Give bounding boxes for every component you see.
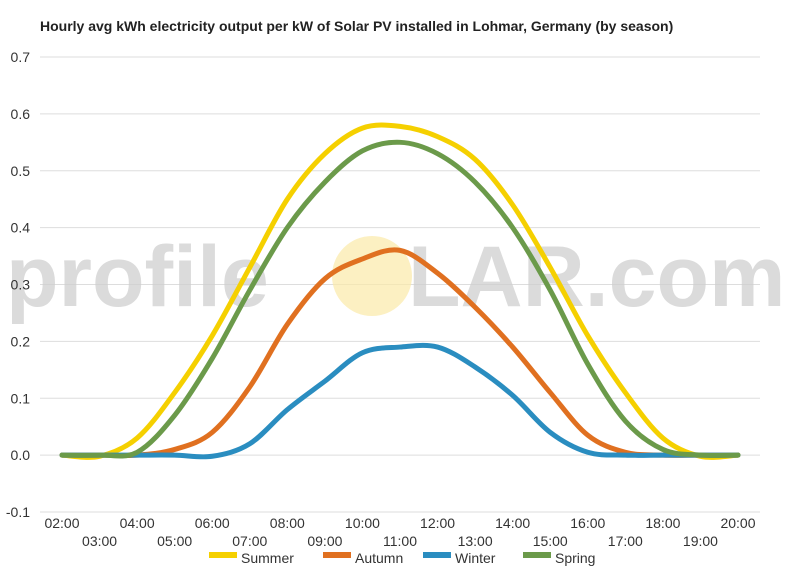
watermark-left-text: profile bbox=[6, 229, 269, 325]
watermark-right-text: LAR.com bbox=[408, 229, 785, 325]
sun-logo-icon bbox=[332, 236, 412, 316]
x-tick-label: 19:00 bbox=[683, 533, 718, 549]
x-tick-label: 17:00 bbox=[608, 533, 643, 549]
y-tick-label: 0.3 bbox=[11, 277, 31, 293]
x-tick-label: 09:00 bbox=[307, 533, 342, 549]
series-line-autumn bbox=[59, 247, 741, 459]
series-line-winter bbox=[59, 342, 741, 460]
legend-label-winter: Winter bbox=[455, 550, 496, 566]
y-tick-label: 0.2 bbox=[11, 333, 31, 349]
x-tick-label: 14:00 bbox=[495, 515, 530, 531]
y-tick-label: -0.1 bbox=[6, 504, 30, 520]
x-tick-label: 16:00 bbox=[570, 515, 605, 531]
x-tick-label: 10:00 bbox=[345, 515, 380, 531]
legend-label-autumn: Autumn bbox=[355, 550, 403, 566]
legend-swatch-spring bbox=[523, 552, 551, 558]
axes: -0.1 0.0 0.1 0.2 0.3 0.4 0.5 0.6 0.7 02:0003:0004… bbox=[6, 49, 756, 549]
x-tick-label: 15:00 bbox=[533, 533, 568, 549]
legend-label-summer: Summer bbox=[241, 550, 294, 566]
chart-title: Hourly avg kWh electricity output per kW… bbox=[40, 18, 674, 34]
y-tick-label: 0.5 bbox=[11, 163, 31, 179]
x-tick-label: 08:00 bbox=[270, 515, 305, 531]
series-lines bbox=[59, 122, 741, 460]
x-tick-label: 20:00 bbox=[720, 515, 755, 531]
legend-label-spring: Spring bbox=[555, 550, 595, 566]
x-tick-label: 05:00 bbox=[157, 533, 192, 549]
legend-swatch-winter bbox=[423, 552, 451, 558]
legend-swatch-autumn bbox=[323, 552, 351, 558]
profilesolar-watermark: profile LAR.com bbox=[6, 229, 785, 325]
x-tick-label: 07:00 bbox=[232, 533, 267, 549]
y-tick-label: 0.4 bbox=[11, 220, 31, 236]
y-tick-label: 0.7 bbox=[11, 49, 31, 65]
x-tick-label: 02:00 bbox=[44, 515, 79, 531]
legend: Summer Autumn Winter Spring bbox=[209, 550, 595, 566]
x-tick-label: 18:00 bbox=[645, 515, 680, 531]
series-line-spring bbox=[59, 139, 741, 459]
x-tick-label: 12:00 bbox=[420, 515, 455, 531]
y-tick-label: 0.6 bbox=[11, 106, 31, 122]
x-tick-label: 04:00 bbox=[120, 515, 155, 531]
x-tick-label: 03:00 bbox=[82, 533, 117, 549]
y-tick-label: 0.0 bbox=[11, 447, 31, 463]
legend-swatch-summer bbox=[209, 552, 237, 558]
y-tick-label: 0.1 bbox=[11, 390, 31, 406]
x-tick-label: 11:00 bbox=[383, 533, 417, 549]
series-line-summer bbox=[59, 122, 741, 460]
x-tick-label: 06:00 bbox=[195, 515, 230, 531]
x-tick-label: 13:00 bbox=[458, 533, 493, 549]
